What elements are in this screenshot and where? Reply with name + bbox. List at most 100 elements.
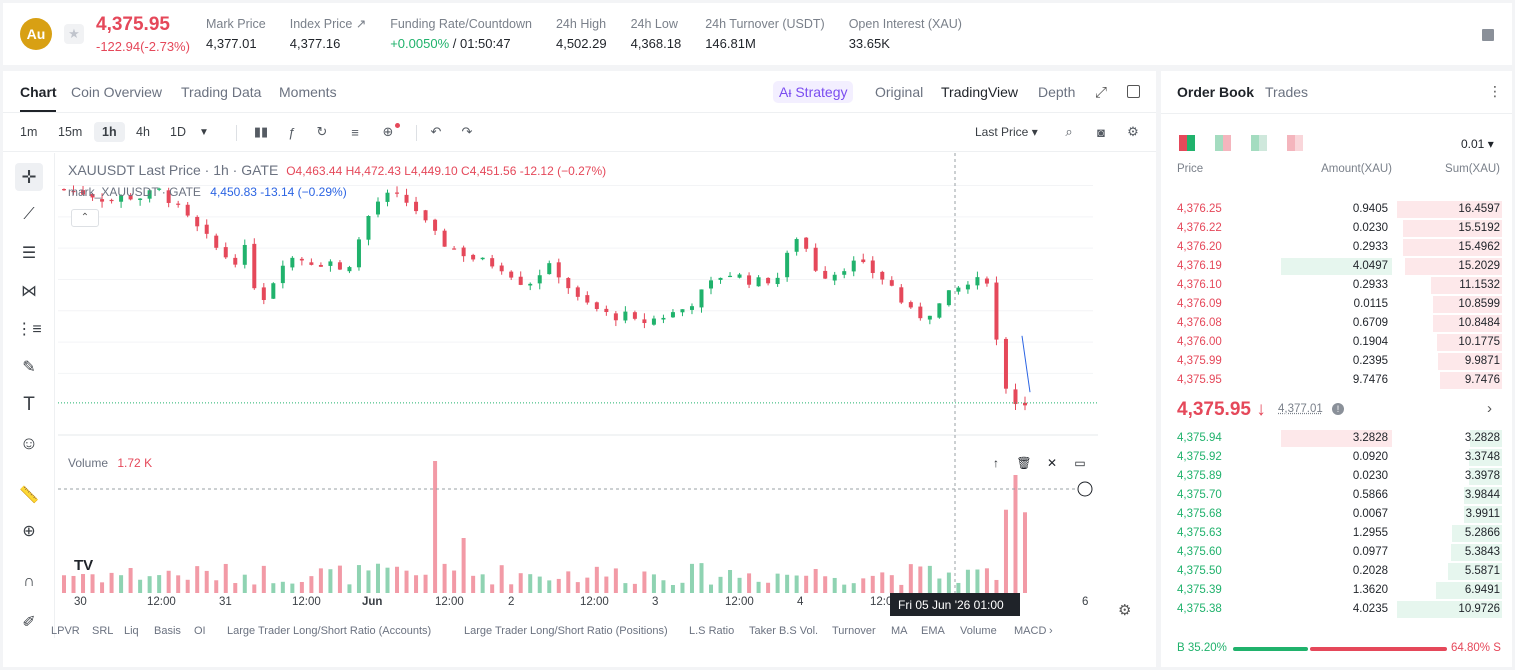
- zoom-in-icon[interactable]: ⊕: [22, 523, 36, 540]
- template-icon[interactable]: ≡: [351, 124, 359, 140]
- ask-row[interactable]: 4,375.95 9.7476 9.7476: [1161, 371, 1512, 390]
- book-asks-icon[interactable]: [1287, 135, 1303, 151]
- indicator-l-s-ratio[interactable]: L.S Ratio: [689, 625, 735, 637]
- tab-chart[interactable]: Chart: [20, 84, 57, 100]
- strategy-button[interactable]: Aᵼ Strategy: [773, 81, 854, 103]
- indicator-volume[interactable]: Volume: [960, 625, 997, 637]
- timeframe-4h[interactable]: 4h: [136, 125, 150, 139]
- magnet-icon[interactable]: ∩: [23, 573, 35, 590]
- bid-row[interactable]: 4,375.63 1.2955 5.2866: [1161, 524, 1512, 543]
- book-icon[interactable]: [1482, 29, 1494, 41]
- tab-moments[interactable]: Moments: [279, 84, 337, 100]
- indicator-lpvr[interactable]: LPVR: [51, 625, 80, 637]
- ask-row[interactable]: 4,376.09 0.0115 10.8599: [1161, 295, 1512, 314]
- indicator-bar: LPVR SRL Liq Basis OI Large Trader Long/Short…: [3, 619, 1156, 643]
- stat-index-price[interactable]: Index Price ↗ 4,377.16: [290, 16, 366, 52]
- indicators-icon[interactable]: ƒ: [288, 124, 296, 140]
- timeframe-1m[interactable]: 1m: [20, 125, 38, 139]
- price-type-select[interactable]: Last Price ▾: [975, 125, 1038, 139]
- bid-row[interactable]: 4,375.94 3.2828 3.2828: [1161, 429, 1512, 448]
- collapse-legend-button[interactable]: ⌃: [71, 209, 99, 227]
- indicator-turnover[interactable]: Turnover: [832, 625, 876, 637]
- camera-icon[interactable]: ◙: [1097, 124, 1105, 140]
- tab-order-book[interactable]: Order Book: [1177, 84, 1255, 100]
- indicator-ema[interactable]: EMA: [921, 625, 945, 637]
- gear-icon[interactable]: ⚙: [1118, 602, 1132, 619]
- chevron-down-icon[interactable]: ▼: [199, 127, 209, 138]
- add-icon[interactable]: ⊕: [382, 124, 394, 139]
- indicator-macd[interactable]: MACD: [1014, 625, 1047, 637]
- tab-trades[interactable]: Trades: [1265, 84, 1309, 100]
- ask-row[interactable]: 4,376.20 0.2933 15.4962: [1161, 238, 1512, 257]
- ask-row[interactable]: 4,376.19 4.0497 15.2029: [1161, 257, 1512, 276]
- fib-icon[interactable]: ⋮≡: [16, 321, 42, 338]
- bid-row[interactable]: 4,375.38 4.0235 10.9726: [1161, 600, 1512, 619]
- chevron-right-icon[interactable]: ›: [1049, 625, 1053, 637]
- indicator-taker-b-s-vol-[interactable]: Taker B.S Vol.: [749, 625, 819, 637]
- ask-row[interactable]: 4,376.10 0.2933 11.1532: [1161, 276, 1512, 295]
- trash-icon[interactable]: 🗑: [1014, 453, 1034, 473]
- candle-type-icon[interactable]: ▮▮: [253, 124, 269, 139]
- trendline-icon[interactable]: ⟋: [23, 206, 35, 223]
- book-bids-asks-icon[interactable]: [1215, 135, 1231, 151]
- pattern-icon[interactable]: ⋈: [21, 283, 37, 300]
- move-up-icon[interactable]: ↑: [986, 453, 1006, 473]
- expand-icon[interactable]: ⤢: [1095, 84, 1108, 101]
- tab-trading-data[interactable]: Trading Data: [181, 84, 262, 100]
- info-icon[interactable]: !: [1332, 403, 1344, 415]
- order-amount: 9.7476: [1352, 374, 1388, 386]
- tab-coin-overview[interactable]: Coin Overview: [71, 84, 163, 100]
- collapse-icon[interactable]: ✕: [1042, 453, 1062, 473]
- view-depth[interactable]: Depth: [1038, 84, 1076, 100]
- indicator-ma[interactable]: MA: [891, 625, 908, 637]
- book-both-icon[interactable]: [1179, 135, 1195, 151]
- candlestick-chart-svg[interactable]: 4,550.004,525.004,500.004,475.004,450.00…: [58, 153, 1153, 618]
- horizontal-lines-icon[interactable]: ☰: [21, 245, 37, 262]
- indicator-oi[interactable]: OI: [194, 625, 206, 637]
- view-tradingview[interactable]: TradingView: [941, 84, 1019, 100]
- timeframe-15m[interactable]: 15m: [58, 125, 83, 139]
- ask-row[interactable]: 4,376.25 0.9405 16.4597: [1161, 200, 1512, 219]
- timeframe-1h[interactable]: 1h: [94, 122, 125, 142]
- search-icon[interactable]: ⌕: [1065, 124, 1073, 139]
- undo-icon[interactable]: ↶: [430, 124, 442, 139]
- indicator-large-trader-long-short-ratio-accounts-[interactable]: Large Trader Long/Short Ratio (Accounts): [227, 625, 432, 637]
- ask-row[interactable]: 4,376.00 0.1904 10.1775: [1161, 333, 1512, 352]
- indicator-basis[interactable]: Basis: [154, 625, 181, 637]
- ask-row[interactable]: 4,375.99 0.2395 9.9871: [1161, 352, 1512, 371]
- redo-icon[interactable]: ↷: [461, 124, 473, 139]
- bid-row[interactable]: 4,375.50 0.2028 5.5871: [1161, 562, 1512, 581]
- text-icon[interactable]: T: [23, 394, 35, 415]
- bid-row[interactable]: 4,375.60 0.0977 5.3843: [1161, 543, 1512, 562]
- timeframe-1d[interactable]: 1D: [170, 125, 186, 139]
- bid-row[interactable]: 4,375.68 0.0067 3.9911: [1161, 505, 1512, 524]
- x-tick-label: 3: [652, 596, 658, 608]
- candle-body: [842, 271, 847, 275]
- brush-icon[interactable]: ✎: [22, 359, 36, 376]
- book-bids-icon[interactable]: [1251, 135, 1267, 151]
- indicator-srl[interactable]: SRL: [92, 625, 114, 637]
- indicator-liq[interactable]: Liq: [124, 625, 139, 637]
- price-chart[interactable]: 4,550.004,525.004,500.004,475.004,450.00…: [58, 153, 1153, 618]
- view-original[interactable]: Original: [875, 84, 924, 100]
- favorite-star-icon[interactable]: ★: [64, 24, 84, 44]
- emoji-icon[interactable]: ☺: [19, 432, 39, 453]
- indicator-large-trader-long-short-ratio-positions-[interactable]: Large Trader Long/Short Ratio (Positions…: [464, 625, 668, 637]
- precision-select[interactable]: 0.01 ▾: [1461, 137, 1494, 151]
- candle-body: [271, 283, 276, 299]
- window-icon[interactable]: [1127, 85, 1140, 98]
- bid-row[interactable]: 4,375.89 0.0230 3.3978: [1161, 467, 1512, 486]
- maximize-icon[interactable]: ▭: [1070, 453, 1090, 473]
- crosshair-icon[interactable]: ✛: [15, 163, 43, 191]
- refresh-icon[interactable]: ↻: [316, 124, 328, 139]
- more-icon[interactable]: ⋮: [1488, 83, 1502, 99]
- bid-row[interactable]: 4,375.92 0.0920 3.3748: [1161, 448, 1512, 467]
- ask-row[interactable]: 4,376.22 0.0230 15.5192: [1161, 219, 1512, 238]
- pencil-lock-icon[interactable]: ✐: [22, 614, 36, 631]
- chevron-right-icon[interactable]: ›: [1487, 400, 1492, 417]
- bid-row[interactable]: 4,375.39 1.3620 6.9491: [1161, 581, 1512, 600]
- gear-icon[interactable]: ⚙: [1127, 124, 1139, 139]
- ask-row[interactable]: 4,376.08 0.6709 10.8484: [1161, 314, 1512, 333]
- bid-row[interactable]: 4,375.70 0.5866 3.9844: [1161, 486, 1512, 505]
- ruler-icon[interactable]: 📏: [19, 487, 39, 504]
